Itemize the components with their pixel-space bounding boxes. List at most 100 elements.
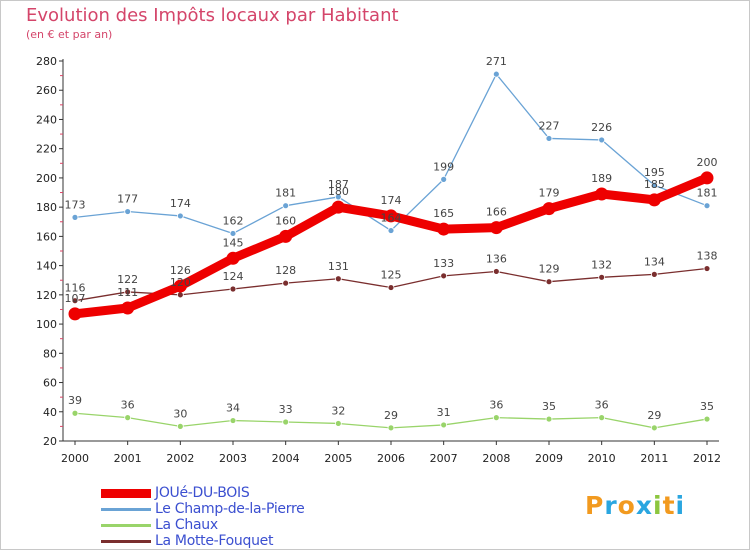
y-tick-label: 60 [43,377,57,390]
legend-label: La Chaux [155,517,218,533]
data-label: 226 [591,121,612,134]
data-label: 187 [328,178,349,191]
x-tick-label: 2005 [324,452,352,465]
data-point [703,415,711,423]
x-tick-label: 2009 [535,452,563,465]
data-point [226,251,240,265]
data-label: 35 [700,400,714,413]
data-label: 271 [486,55,507,68]
x-tick-label: 2011 [640,452,668,465]
data-point [124,414,132,422]
data-point [334,420,342,427]
data-label: 116 [65,282,86,295]
data-label: 145 [223,236,244,249]
data-label: 36 [121,399,135,412]
data-label: 195 [644,166,665,179]
data-label: 29 [384,409,398,422]
data-label: 120 [170,276,191,289]
legend-label: La Motte-Fouquet [155,533,274,549]
data-point [489,221,503,235]
legend-swatch [101,524,151,527]
data-point [387,424,395,432]
chart-subtitle: (en € et par an) [26,28,113,41]
x-tick-label: 2000 [61,452,89,465]
logo-letter: i [675,491,686,520]
data-label: 30 [173,407,187,420]
data-point [282,279,290,287]
data-point [229,285,237,293]
data-point [598,414,606,422]
y-tick-label: 80 [43,347,57,360]
data-point [703,265,711,272]
data-label: 185 [644,178,665,191]
data-point [598,136,606,144]
data-label: 128 [275,264,296,277]
data-point [282,418,290,426]
data-label: 164 [381,212,402,225]
data-label: 174 [381,194,402,207]
data-label: 132 [591,258,612,271]
logo-letter: t [662,491,676,520]
data-point [387,227,395,234]
data-point [437,222,451,236]
data-point [173,279,187,293]
legend-label: JOUé-DU-BOIS [155,485,250,501]
logo-letter: x [635,491,653,520]
data-label: 227 [539,119,560,132]
data-point [647,193,661,207]
data-label: 125 [381,269,402,282]
data-label: 33 [279,403,293,416]
data-point [650,424,658,432]
y-tick-label: 20 [43,435,57,448]
y-tick-label: 200 [36,172,57,185]
data-labels-layer: 107 111 126 145 160 180 174 165 166 179 189 185 200 1… [65,55,718,422]
data-point [650,270,658,278]
data-label: 124 [223,270,244,283]
data-label: 136 [486,252,507,265]
legend-swatch [101,508,151,511]
data-point [68,307,82,321]
logo-letter: P [585,491,605,520]
data-label: 165 [433,207,454,220]
data-label: 179 [539,187,560,200]
y-tick-label: 160 [36,230,57,243]
data-point [334,275,342,283]
x-tick-label: 2004 [272,452,300,465]
y-tick-label: 140 [36,260,57,273]
y-tick-label: 220 [36,143,57,156]
x-tick-label: 2003 [219,452,247,465]
data-label: 180 [328,185,349,198]
data-point [545,278,553,286]
data-point [387,284,395,291]
data-label: 107 [65,292,86,305]
data-point [492,70,500,78]
logo-letter: o [617,491,636,520]
legend-swatch [101,540,151,543]
x-tick-label: 2012 [693,452,721,465]
data-point [279,229,293,243]
data-label: 131 [328,260,349,273]
data-label: 36 [595,399,609,412]
legend-swatch [101,489,151,498]
x-tick-label: 2007 [430,452,458,465]
data-label: 111 [117,286,138,299]
logo-letter: i [653,491,663,520]
data-label: 166 [486,206,507,219]
y-tick-label: 260 [36,84,57,97]
data-label: 162 [223,214,244,227]
data-point [384,209,398,223]
data-label: 36 [489,399,503,412]
y-tick-label: 280 [36,55,57,68]
data-point [121,301,135,315]
data-label: 34 [226,402,240,415]
legend-label: Le Champ-de-la-Pierre [155,501,305,517]
data-point [492,414,500,422]
data-label: 31 [437,406,451,419]
y-tick-label: 100 [36,318,57,331]
x-tick-label: 2006 [377,452,405,465]
data-label: 199 [433,160,454,173]
data-point [124,208,132,215]
x-tick-label: 2008 [482,452,510,465]
